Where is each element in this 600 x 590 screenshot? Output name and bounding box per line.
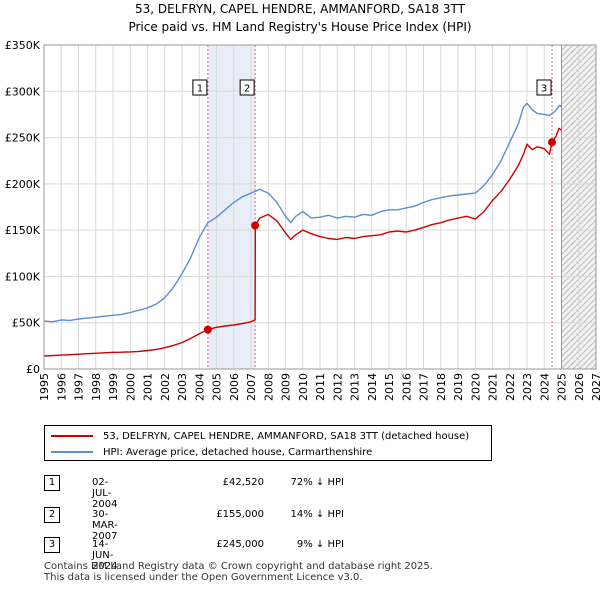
y-tick-label: £250K <box>5 132 41 145</box>
transaction-date: 02-JUL-2004 <box>92 477 118 510</box>
x-tick-label: 2005 <box>211 373 224 401</box>
transaction-number: 3 <box>44 537 60 553</box>
x-tick-label: 2004 <box>193 373 206 401</box>
x-tick-label: 2026 <box>573 373 586 401</box>
y-tick-label: £100K <box>5 270 41 283</box>
sale-point <box>251 221 260 230</box>
x-tick-label: 2008 <box>262 373 275 401</box>
transaction-hpi-diff: 72% ↓ HPI <box>290 477 344 488</box>
x-tick-label: 1999 <box>107 373 120 401</box>
transaction-price: £245,000 <box>216 539 264 550</box>
transaction-date: 14-JUN-2024 <box>92 539 118 572</box>
legend: 53, DELFRYN, CAPEL HENDRE, AMMANFORD, SA… <box>44 425 492 461</box>
footer: Contains HM Land Registry data © Crown c… <box>44 561 433 583</box>
y-tick-label: £300K <box>5 85 41 98</box>
x-tick-label: 2003 <box>176 373 189 401</box>
legend-swatch-hpi <box>51 451 93 453</box>
x-tick-label: 2016 <box>400 373 413 401</box>
x-tick-label: 2001 <box>142 373 155 401</box>
x-tick-label: 2007 <box>245 373 258 401</box>
chart-subtitle: Price paid vs. HM Land Registry's House … <box>128 20 472 34</box>
transaction-number: 1 <box>44 475 60 491</box>
x-tick-label: 2021 <box>487 373 500 401</box>
x-tick-label: 2014 <box>366 373 379 401</box>
x-tick-label: 1998 <box>90 373 103 401</box>
transaction-price: £42,520 <box>222 477 264 488</box>
x-tick-label: 2011 <box>314 373 327 401</box>
hpi-line <box>43 102 563 323</box>
x-tick-label: 2019 <box>452 373 465 401</box>
legend-label-property: 53, DELFRYN, CAPEL HENDRE, AMMANFORD, SA… <box>103 430 470 442</box>
y-tick-label: £50K <box>12 317 41 330</box>
legend-swatch-property <box>51 435 93 437</box>
transaction-date: 30-MAR-2007 <box>92 509 118 542</box>
x-tick-label: 2027 <box>590 373 600 401</box>
x-tick-label: 2015 <box>383 373 396 401</box>
chart-title: 53, DELFRYN, CAPEL HENDRE, AMMANFORD, SA… <box>135 2 465 16</box>
x-tick-label: 1996 <box>55 373 68 401</box>
legend-label-hpi: HPI: Average price, detached house, Carm… <box>103 446 373 458</box>
x-tick-label: 2025 <box>556 373 569 401</box>
x-tick-label: 2000 <box>124 373 137 401</box>
x-tick-label: 2024 <box>538 373 551 401</box>
annotation-label: 2 <box>244 84 250 95</box>
legend-item-property: 53, DELFRYN, CAPEL HENDRE, AMMANFORD, SA… <box>51 429 469 443</box>
y-tick-label: £200K <box>5 178 41 191</box>
x-tick-label: 2006 <box>228 373 241 401</box>
x-tick-label: 2020 <box>469 373 482 401</box>
x-tick-label: 2002 <box>159 373 172 401</box>
transaction-hpi-diff: 9% ↓ HPI <box>296 539 344 550</box>
x-tick-label: 2012 <box>331 373 344 401</box>
annotation-box <box>536 79 552 96</box>
plot-frame <box>43 44 597 370</box>
annotation-box <box>239 79 255 96</box>
legend-item-hpi: HPI: Average price, detached house, Carm… <box>51 445 372 459</box>
property-price-line <box>43 127 562 357</box>
y-tick-label: £350K <box>5 39 41 52</box>
x-tick-label: 2013 <box>349 373 362 401</box>
annotation-box <box>192 79 208 96</box>
y-tick-label: £150K <box>5 224 41 237</box>
x-tick-label: 2018 <box>435 373 448 401</box>
sale-point <box>203 325 212 334</box>
annotation-label: 3 <box>541 84 547 95</box>
transaction-hpi-diff: 14% ↓ HPI <box>290 509 344 520</box>
x-tick-label: 1997 <box>73 373 86 401</box>
x-tick-label: 2010 <box>297 373 310 401</box>
price-chart: £0 £50K £100K £150K £200K £250K £300K £350K 1995… <box>5 39 600 401</box>
shaded-span <box>207 45 256 369</box>
x-tick-label: 2009 <box>280 373 293 401</box>
annotation-label: 1 <box>197 84 203 95</box>
footer-licence: This data is licensed under the Open Gov… <box>44 572 363 583</box>
x-tick-label: 2017 <box>418 373 431 401</box>
x-tick-label: 1995 <box>38 373 51 401</box>
sale-point <box>548 138 557 147</box>
footer-copyright: Contains HM Land Registry data © Crown c… <box>44 561 433 572</box>
x-tick-label: 2023 <box>521 373 534 401</box>
transaction-price: £155,000 <box>216 509 264 520</box>
x-tick-label: 2022 <box>504 373 517 401</box>
transaction-number: 2 <box>44 507 60 523</box>
y-tick-label: £0 <box>26 363 40 376</box>
